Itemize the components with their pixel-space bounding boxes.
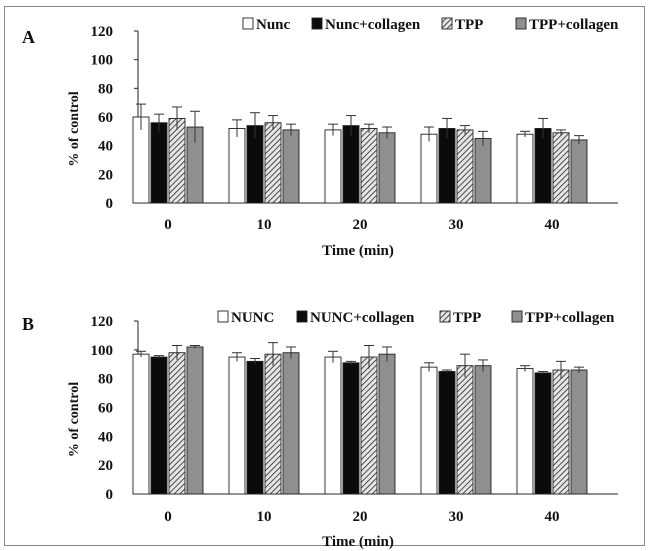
legend: NUNC NUNC+collagen TPP TPP+collagen [217,310,615,326]
y-axis-label: % of control [67,382,82,457]
legend-swatch-black [296,310,308,323]
bar-white-10 [228,356,246,495]
y-tick-label: 80 [98,81,113,97]
legend-swatch-hatch [439,310,451,323]
x-axis-label: Time (min) [322,534,394,550]
y-tick-label: 100 [91,53,114,69]
bar-hatch-10 [264,353,282,495]
x-tick-label: 0 [164,217,172,233]
legend: Nunc Nunc+collagen TPP TPP+collagen [242,17,619,33]
legend-swatch-gray [511,310,523,323]
bar-white-40 [516,368,534,495]
legend-swatch-gray [515,17,527,30]
y-tick-label: 120 [91,314,114,330]
legend-swatch-hatch [441,17,453,30]
legend-label: TPP+collagen [529,17,619,33]
y-tick-label: 60 [98,401,113,417]
chart-panel-a: A 0 20 40 60 80 100 120 % of control 0 10 20 30 40 Tim… [22,17,619,259]
bar-gray-20 [378,353,396,495]
bar-black-0 [150,122,168,204]
y-tick-label: 80 [98,372,113,388]
legend-label: TPP [455,17,483,33]
bar-hatch-20 [360,356,378,495]
legend-swatch-white [217,310,229,323]
bar-white-10 [228,128,246,204]
legend-label: NUNC+collagen [310,310,415,326]
bar-hatch-0 [168,352,186,495]
bar-gray-20 [378,132,396,204]
bar-black-30 [438,128,456,204]
x-tick-label: 20 [353,509,368,525]
x-tick-label: 20 [353,217,368,233]
bar-hatch-20 [360,128,378,204]
y-tick-label: 100 [91,343,114,359]
bar-gray-30 [474,365,492,495]
legend-label: NUNC [231,310,274,326]
bar-hatch-10 [264,122,282,204]
bar-black-20 [342,125,360,204]
x-tick-label: 30 [449,509,464,525]
y-tick-label: 60 [98,110,113,126]
chart-panel-b: B 0 20 40 60 80 100 120 % of control 0 10 20 30 40 Tim… [22,310,618,550]
bar-white-20 [324,356,342,495]
y-axis-label: % of control [67,91,82,166]
bar-black-20 [342,362,360,495]
legend-label: TPP+collagen [525,310,615,326]
legend-label: Nunc+collagen [325,17,421,33]
x-tick-label: 40 [545,509,560,525]
figure-frame [4,6,645,546]
bar-black-10 [246,360,264,495]
panel-label: B [22,314,34,334]
x-tick-label: 0 [164,509,172,525]
bar-hatch-30 [456,129,474,204]
bar-hatch-40 [552,132,570,204]
legend-swatch-black [311,17,323,30]
legend-label: Nunc [256,17,291,33]
bar-black-40 [534,372,552,495]
bar-white-30 [420,133,438,204]
x-tick-label: 40 [545,217,560,233]
y-tick-label: 40 [98,429,113,445]
bar-white-0 [132,353,150,495]
y-tick-label: 20 [98,167,113,183]
legend-label: TPP [453,310,481,326]
y-tick-label: 20 [98,458,113,474]
bar-black-0 [150,356,168,495]
bar-black-30 [438,371,456,495]
x-axis-label: Time (min) [322,243,394,259]
bar-gray-10 [282,129,300,204]
bar-gray-40 [570,139,588,204]
bar-hatch-0 [168,117,186,204]
panel-label: A [22,27,35,47]
bar-white-40 [516,133,534,204]
bar-hatch-30 [456,365,474,495]
legend-swatch-white [242,17,254,30]
bar-white-30 [420,366,438,495]
bar-gray-40 [570,369,588,495]
bar-white-20 [324,129,342,204]
bar-gray-30 [474,138,492,204]
y-tick-label: 40 [98,139,113,155]
bar-gray-10 [282,352,300,495]
x-tick-label: 30 [449,217,464,233]
bar-black-40 [534,128,552,204]
y-tick-label: 0 [106,196,114,212]
bar-gray-0 [186,346,204,495]
y-tick-label: 120 [91,24,114,40]
x-tick-label: 10 [257,509,272,525]
bar-hatch-40 [552,369,570,495]
y-tick-label: 0 [106,487,114,503]
x-tick-label: 10 [257,217,272,233]
